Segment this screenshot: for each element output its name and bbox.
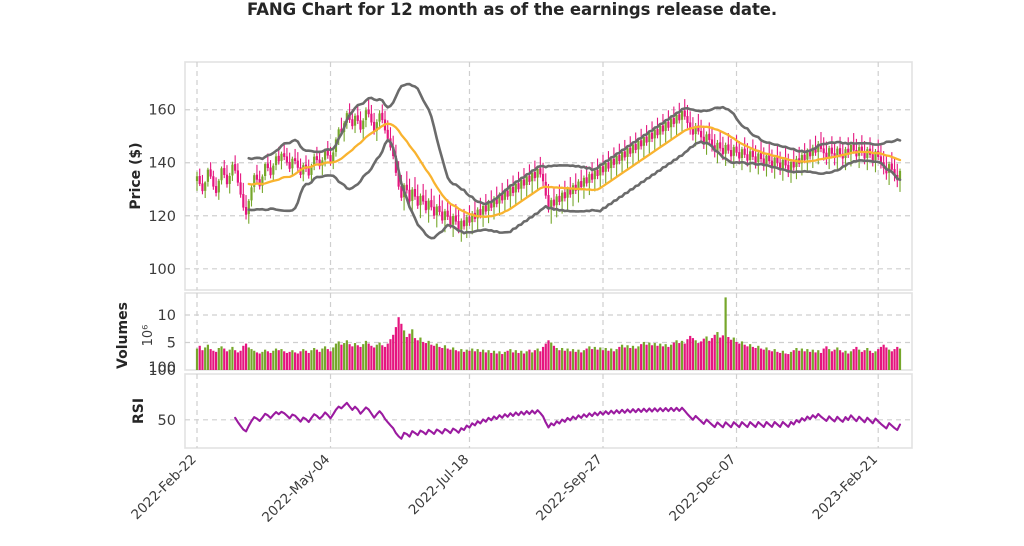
volume-panel (184, 292, 913, 371)
svg-text:50: 50 (158, 413, 176, 429)
svg-text:2023-Feb-21: 2023-Feb-21 (809, 452, 881, 524)
svg-text:160: 160 (148, 103, 176, 119)
svg-text:5: 5 (167, 336, 176, 352)
svg-text:2022-Feb-22: 2022-Feb-22 (128, 452, 200, 524)
svg-text:100: 100 (148, 360, 176, 376)
price-panel (184, 61, 913, 291)
svg-text:2022-Dec-07: 2022-Dec-07 (666, 452, 739, 525)
svg-text:120: 120 (148, 209, 176, 225)
svg-text:2022-Sep-27: 2022-Sep-27 (533, 452, 606, 525)
svg-text:10: 10 (158, 308, 176, 324)
svg-text:Volumes: Volumes (115, 302, 131, 369)
svg-text:RSI: RSI (131, 398, 147, 424)
svg-text:100: 100 (148, 262, 176, 278)
svg-text:140: 140 (148, 156, 176, 172)
svg-text:10⁶: 10⁶ (141, 325, 156, 347)
rsi-panel (184, 373, 913, 449)
svg-text:2022-Jul-18: 2022-Jul-18 (406, 452, 473, 519)
svg-text:100: 100 (148, 363, 176, 379)
chart-title: FANG Chart for 12 month as of the earnin… (246, 0, 778, 19)
svg-text:Price ($): Price ($) (128, 142, 144, 209)
svg-text:2022-May-04: 2022-May-04 (259, 452, 333, 526)
